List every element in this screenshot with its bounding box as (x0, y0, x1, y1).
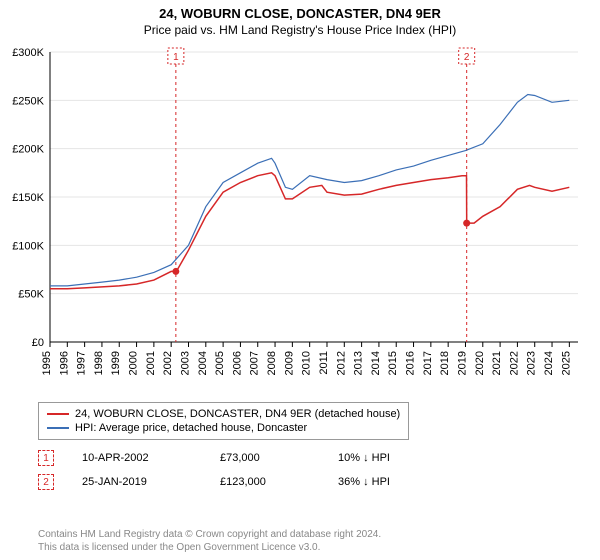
x-tick-label: 2024 (543, 351, 555, 375)
x-tick-label: 2003 (179, 351, 191, 375)
event-marker-label: 1 (173, 52, 179, 63)
y-tick-label: £100K (12, 240, 44, 252)
x-tick-label: 2016 (405, 351, 417, 375)
price-event-row: 1 10-APR-2002 £73,000 10% ↓ HPI (38, 450, 390, 466)
series-line (50, 173, 569, 289)
legend-swatch (47, 427, 69, 429)
x-tick-label: 1997 (76, 351, 88, 375)
event-price: £73,000 (220, 452, 310, 464)
legend-item: 24, WOBURN CLOSE, DONCASTER, DN4 9ER (de… (47, 407, 400, 421)
event-pct: 36% ↓ HPI (338, 476, 390, 488)
footer-line-2: This data is licensed under the Open Gov… (38, 542, 381, 555)
event-date: 25-JAN-2019 (82, 476, 192, 488)
chart-container: 24, WOBURN CLOSE, DONCASTER, DN4 9ER Pri… (0, 0, 600, 560)
x-tick-label: 2004 (197, 351, 209, 375)
price-event-row: 2 25-JAN-2019 £123,000 36% ↓ HPI (38, 474, 390, 490)
y-tick-label: £250K (12, 95, 44, 107)
x-tick-label: 2017 (422, 351, 434, 375)
x-tick-label: 1996 (58, 351, 70, 375)
x-tick-label: 2001 (145, 351, 157, 375)
legend-item: HPI: Average price, detached house, Donc… (47, 421, 400, 435)
x-tick-label: 2022 (508, 351, 520, 375)
x-tick-label: 2015 (387, 351, 399, 375)
footer-line-1: Contains HM Land Registry data © Crown c… (38, 529, 381, 542)
legend-label: 24, WOBURN CLOSE, DONCASTER, DN4 9ER (de… (75, 408, 400, 420)
x-tick-label: 2025 (560, 351, 572, 375)
x-tick-label: 2009 (283, 351, 295, 375)
y-tick-label: £200K (12, 144, 44, 156)
series-line (50, 95, 569, 286)
x-tick-label: 2014 (370, 351, 382, 375)
y-tick-label: £300K (12, 47, 44, 59)
x-tick-label: 2021 (491, 351, 503, 375)
legend-swatch (47, 413, 69, 415)
x-tick-label: 2006 (231, 351, 243, 375)
event-number-box: 1 (38, 450, 54, 466)
x-tick-label: 2020 (474, 351, 486, 375)
chart-subtitle: Price paid vs. HM Land Registry's House … (0, 21, 600, 37)
event-marker-label: 2 (464, 52, 470, 63)
chart-svg: £0 £50K £100K £150K £200K £250K £300K 1995 1996 1… (0, 42, 600, 397)
x-tick-label: 2002 (162, 351, 174, 375)
x-tick-label: 2013 (353, 351, 365, 375)
x-tick-label: 2011 (318, 351, 330, 375)
legend-label: HPI: Average price, detached house, Donc… (75, 422, 307, 434)
x-tick-label: 2008 (266, 351, 278, 375)
event-pct: 10% ↓ HPI (338, 452, 390, 464)
chart-title: 24, WOBURN CLOSE, DONCASTER, DN4 9ER (0, 0, 600, 21)
x-tick-label: 1995 (41, 351, 53, 375)
footer-text: Contains HM Land Registry data © Crown c… (38, 529, 381, 554)
chart-area: £0 £50K £100K £150K £200K £250K £300K 1995 1996 1… (0, 42, 600, 397)
x-tick-label: 2018 (439, 351, 451, 375)
event-price: £123,000 (220, 476, 310, 488)
x-tick-label: 2000 (128, 351, 140, 375)
x-tick-label: 1999 (110, 351, 122, 375)
event-date: 10-APR-2002 (82, 452, 192, 464)
x-tick-label: 2019 (456, 351, 468, 375)
y-tick-label: £150K (12, 192, 44, 204)
x-tick-label: 2010 (301, 351, 313, 375)
x-tick-label: 2012 (335, 351, 347, 375)
event-number-box: 2 (38, 474, 54, 490)
legend: 24, WOBURN CLOSE, DONCASTER, DN4 9ER (de… (38, 402, 409, 440)
y-tick-label: £0 (32, 337, 44, 349)
x-tick-label: 2007 (249, 351, 261, 375)
x-tick-label: 1998 (93, 351, 105, 375)
y-tick-label: £50K (18, 289, 44, 301)
x-tick-label: 2023 (526, 351, 538, 375)
x-tick-label: 2005 (214, 351, 226, 375)
